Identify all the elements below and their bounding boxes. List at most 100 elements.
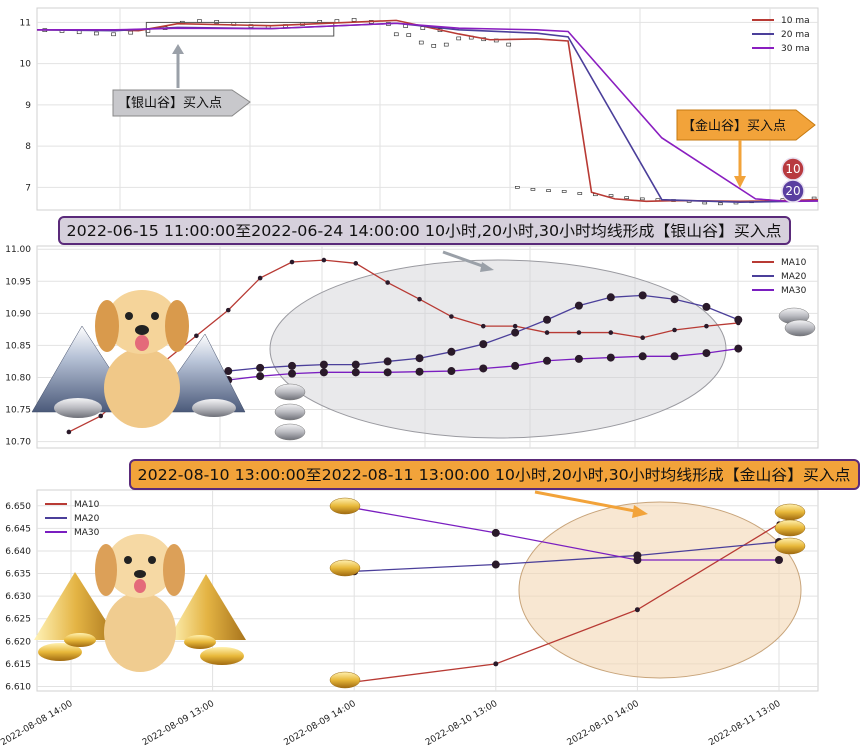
dog-illustration bbox=[95, 300, 119, 352]
data-point bbox=[638, 352, 647, 361]
data-point bbox=[574, 354, 583, 363]
y-tick-label: 6.645 bbox=[5, 524, 31, 534]
data-point bbox=[543, 356, 552, 365]
ma20-badge bbox=[781, 179, 805, 203]
data-point bbox=[383, 368, 392, 377]
y-tick-label: 10.75 bbox=[5, 406, 31, 416]
y-tick-label: 6.615 bbox=[5, 660, 31, 670]
ma10-badge-label: 10 bbox=[785, 162, 800, 176]
candle-mark bbox=[431, 44, 437, 48]
candle-mark bbox=[515, 186, 520, 189]
candle-mark bbox=[608, 194, 614, 197]
candle-mark bbox=[418, 40, 424, 45]
series-line-MA10 bbox=[354, 523, 780, 683]
data-point bbox=[319, 360, 328, 369]
data-point bbox=[319, 368, 328, 377]
legend-label: 10 ma bbox=[781, 16, 810, 26]
silver-ingot-icon bbox=[784, 319, 816, 337]
gold-ingot-icon bbox=[200, 647, 244, 665]
silver-callout-shape bbox=[112, 89, 251, 117]
legend-label: 20 ma bbox=[781, 30, 810, 40]
data-point bbox=[491, 560, 500, 569]
y-tick-label: 6.650 bbox=[5, 502, 31, 512]
silver-ingot-icon bbox=[54, 398, 102, 418]
silver-ingot-icon bbox=[274, 403, 306, 421]
gold-banner bbox=[129, 459, 860, 490]
data-point bbox=[479, 340, 488, 349]
x-tick-label: 2022-08-08 14:00 bbox=[0, 699, 75, 748]
x-tick-label: 2022-08-09 13:00 bbox=[141, 699, 216, 748]
data-point bbox=[543, 315, 552, 324]
data-point bbox=[634, 607, 640, 613]
candle-mark bbox=[546, 189, 551, 192]
candle-mark bbox=[393, 32, 399, 37]
dog-illustration bbox=[163, 544, 185, 596]
legend-label: MA30 bbox=[781, 286, 807, 296]
data-point bbox=[256, 372, 265, 381]
candle-mark bbox=[506, 42, 512, 47]
data-point bbox=[633, 556, 642, 565]
gold-banner-title: 2022-08-10 13:00:00至2022-08-11 13:00:00 … bbox=[138, 466, 851, 484]
y-tick-label: 11 bbox=[20, 18, 31, 28]
y-tick-label: 10.80 bbox=[5, 373, 31, 383]
dog-illustration bbox=[165, 300, 189, 352]
y-tick-label: 11.00 bbox=[5, 245, 31, 255]
gold-ingot-icon bbox=[184, 635, 216, 649]
silver-ingot-icon bbox=[274, 383, 306, 401]
y-tick-label: 10.70 bbox=[5, 438, 31, 448]
data-point bbox=[66, 429, 72, 435]
gold-pyramid-illustration bbox=[168, 574, 246, 640]
legend-label: MA20 bbox=[74, 514, 100, 524]
candle-mark bbox=[811, 196, 817, 200]
legend-label: MA10 bbox=[781, 258, 807, 268]
gold-callout-shape bbox=[676, 109, 816, 141]
data-point bbox=[734, 315, 743, 324]
dog-illustration bbox=[104, 592, 176, 672]
silver-banner-title: 2022-06-15 11:00:00至2022-06-24 14:00:00 … bbox=[67, 222, 782, 240]
gold-pointer-head bbox=[632, 505, 648, 518]
y-tick-label: 10.95 bbox=[5, 277, 31, 287]
data-point bbox=[415, 367, 424, 376]
data-point bbox=[447, 367, 456, 376]
candle-mark bbox=[443, 42, 449, 47]
silver-arrow-head bbox=[172, 44, 184, 54]
candle-mark bbox=[624, 196, 629, 199]
gold-ingot-icon bbox=[329, 559, 361, 577]
data-point bbox=[321, 257, 327, 263]
y-tick-label: 10.90 bbox=[5, 309, 31, 319]
data-point bbox=[194, 333, 199, 339]
data-point bbox=[702, 302, 711, 311]
data-point bbox=[256, 363, 265, 372]
silver-ingot-icon bbox=[274, 423, 306, 441]
silver-pointer-head bbox=[480, 262, 494, 272]
ma20-badge-label: 20 bbox=[785, 184, 800, 198]
dog-illustration bbox=[104, 348, 180, 428]
gold-ingot-icon bbox=[38, 643, 82, 661]
dog-illustration bbox=[148, 556, 156, 564]
gold-ingot-icon bbox=[329, 671, 361, 689]
series-line-30-ma bbox=[37, 22, 819, 203]
y-tick-label: 6.610 bbox=[5, 682, 31, 692]
data-point bbox=[447, 347, 456, 356]
data-point bbox=[417, 296, 422, 302]
data-point bbox=[493, 661, 499, 667]
silver-banner bbox=[58, 216, 791, 245]
dog-illustration bbox=[106, 290, 178, 354]
dog-illustration bbox=[134, 579, 146, 593]
data-point bbox=[511, 361, 520, 370]
x-tick-label: 2022-08-09 14:00 bbox=[282, 699, 357, 748]
data-point bbox=[415, 354, 424, 363]
data-point bbox=[670, 352, 679, 361]
y-tick-label: 6.640 bbox=[5, 547, 31, 557]
candle-mark bbox=[76, 30, 82, 35]
gold-valley-ellipse bbox=[518, 501, 802, 679]
data-point bbox=[574, 301, 583, 310]
y-tick-label: 6.625 bbox=[5, 615, 31, 625]
data-point bbox=[257, 275, 263, 281]
candle-mark bbox=[111, 32, 116, 37]
data-point bbox=[640, 335, 645, 341]
data-point bbox=[385, 280, 390, 285]
data-point bbox=[225, 307, 231, 313]
dog-illustration bbox=[106, 534, 174, 598]
